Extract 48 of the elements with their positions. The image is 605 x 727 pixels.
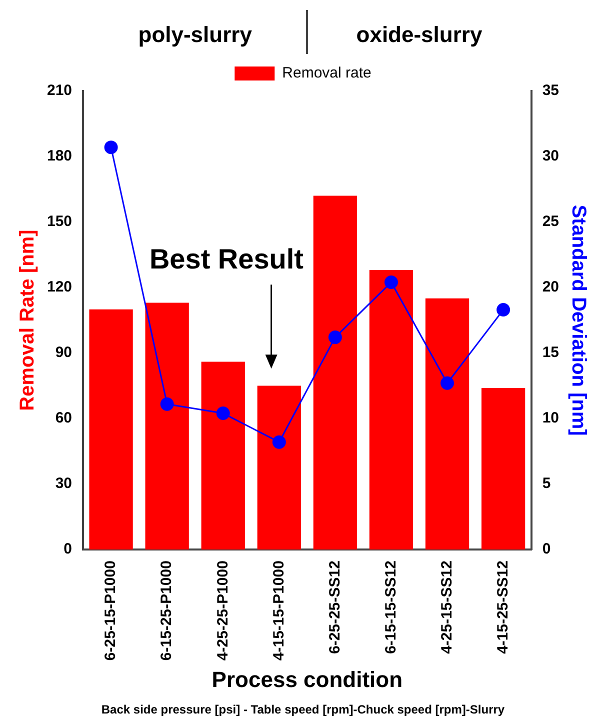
- y-tick-label: 210: [46, 82, 72, 100]
- x-tick-label: 6-15-15-SS12: [382, 560, 400, 654]
- x-tick-label: 6-25-25-SS12: [326, 560, 344, 654]
- text: Back side pressure [psi] - Table speed [rpm]-Chuck speed [rpm]-Slurry: [101, 702, 505, 716]
- y-tick-label: 60: [55, 410, 72, 427]
- x-axis-title: Process condition: [212, 666, 403, 692]
- y-tick-label: 150: [46, 213, 72, 230]
- bar: [201, 362, 245, 550]
- y2-tick-label: 5: [542, 475, 551, 492]
- point: [272, 435, 286, 449]
- x-tick-label: 4-25-25-P1000: [214, 560, 232, 661]
- x-tick-label: 4-15-15-P1000: [270, 560, 288, 661]
- y2-tick-label: 15: [542, 344, 560, 362]
- y2-tick-label: 20: [542, 278, 560, 296]
- bar: [313, 196, 358, 550]
- point: [104, 140, 118, 154]
- point: [328, 330, 342, 344]
- y2-tick-label: 30: [542, 148, 560, 165]
- bar: [369, 270, 414, 550]
- text: poly-slurry: [138, 22, 253, 48]
- x-tick-label: 6-15-25-P1000: [158, 560, 176, 661]
- point: [440, 376, 454, 390]
- bar: [89, 309, 133, 550]
- y2-tick-label: 25: [542, 213, 560, 230]
- point: [216, 406, 230, 420]
- text: oxide-slurry: [356, 22, 483, 48]
- y2-tick-label: 10: [542, 410, 560, 427]
- y-tick-label: 0: [64, 540, 72, 558]
- legend-label: Removal rate: [282, 64, 372, 82]
- y-tick-label: 180: [46, 148, 72, 165]
- y-tick-label: 90: [55, 344, 72, 362]
- y2-tick-label: 0: [542, 540, 551, 558]
- point: [496, 303, 510, 317]
- x-tick-label: 6-25-15-P1000: [102, 560, 120, 661]
- y-tick-label: 120: [46, 278, 72, 296]
- annotation: Best Result: [149, 243, 304, 274]
- bar: [425, 298, 470, 550]
- bar: [257, 386, 301, 550]
- x-tick-label: 4-25-15-SS12: [438, 560, 456, 654]
- y-axis-title: Removal Rate [nm]: [16, 230, 39, 411]
- point: [384, 276, 398, 290]
- point: [160, 397, 174, 411]
- bar: [481, 388, 526, 550]
- y2-tick-label: 35: [542, 82, 560, 100]
- y2-axis-title: Standard Deviation [nm]: [567, 204, 590, 436]
- y-tick-label: 30: [55, 475, 72, 492]
- bar: [145, 302, 189, 550]
- x-tick-label: 4-15-25-SS12: [494, 560, 512, 654]
